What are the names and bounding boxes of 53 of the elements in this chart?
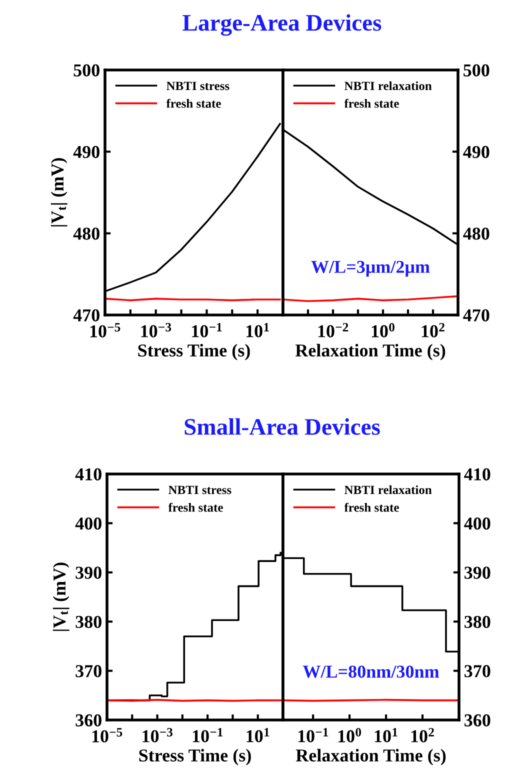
y-tick-label: 470 bbox=[73, 309, 100, 322]
y-axis-title: |V$_{t}$| (mV) bbox=[52, 562, 70, 631]
legend-label: fresh state bbox=[344, 98, 399, 108]
x-tick-label: 10$^{−3}$ bbox=[142, 728, 173, 742]
x-tick-label: 10$^{−5}$ bbox=[92, 728, 122, 742]
x-tick-label: 10$^{1}$ bbox=[246, 322, 269, 338]
x-tick-label: 10$^{0}$ bbox=[372, 322, 394, 338]
y-tick-label: 410 bbox=[75, 468, 102, 480]
x-tick-label: 10$^{−1}$ bbox=[192, 322, 222, 338]
x-tick-label: 10$^{2}$ bbox=[411, 728, 434, 742]
x-tick-label: 10$^{−3}$ bbox=[141, 322, 172, 338]
y2-tick-label: 400 bbox=[464, 517, 490, 530]
y2-tick-label: 380 bbox=[464, 616, 490, 628]
y2-tick-label: 360 bbox=[464, 714, 490, 726]
x-tick-label: 10$^{2}$ bbox=[422, 322, 444, 338]
x-axis-title: Stress Time (s) bbox=[139, 748, 251, 766]
y2-tick-label: 480 bbox=[463, 228, 490, 240]
legend-label: fresh state bbox=[168, 502, 223, 512]
x-tick-label: 10$^{−1}$ bbox=[298, 728, 328, 742]
annotation: W/L=80nm/30nm bbox=[302, 666, 440, 678]
x-axis-title: Relaxation Time (s) bbox=[296, 748, 446, 766]
x-tick-label: 10$^{−2}$ bbox=[318, 322, 348, 338]
x-axis-title: Stress Time (s) bbox=[138, 344, 250, 360]
y-tick-label: 400 bbox=[75, 517, 102, 530]
x-tick-label: 10$^{0}$ bbox=[338, 728, 362, 742]
legend-label: NBTI relaxation bbox=[344, 81, 432, 90]
y2-tick-label: 370 bbox=[464, 665, 490, 678]
y-tick-label: 490 bbox=[73, 146, 100, 158]
legend-label: NBTI stress bbox=[168, 486, 232, 494]
y-axis-title: |V$_{t}$| (mV) bbox=[50, 158, 68, 226]
y-tick-label: 480 bbox=[73, 228, 100, 240]
x-tick-label: 10$^{−5}$ bbox=[90, 323, 120, 338]
chart-title: Large-Area Devices bbox=[182, 14, 382, 36]
y2-tick-label: 470 bbox=[463, 309, 490, 322]
y2-tick-label: 500 bbox=[464, 64, 490, 76]
legend-label: fresh state bbox=[166, 98, 221, 108]
x-tick-label: 10$^{1}$ bbox=[246, 728, 270, 742]
y-tick-label: 380 bbox=[76, 616, 102, 628]
chart-title: Small-Area Devices bbox=[184, 418, 380, 435]
legend-label: NBTI stress bbox=[166, 82, 230, 90]
y2-tick-label: 410 bbox=[464, 468, 490, 480]
x-axis-title: Relaxation Time (s) bbox=[295, 344, 446, 360]
x-tick-label: 10$^{−1}$ bbox=[192, 728, 223, 742]
y-tick-label: 390 bbox=[76, 566, 102, 579]
annotation: W/L=3μm/2μm bbox=[311, 260, 430, 277]
y2-tick-label: 490 bbox=[463, 146, 490, 158]
legend-label: NBTI relaxation bbox=[344, 485, 432, 494]
x-tick-label: 10$^{1}$ bbox=[374, 728, 398, 742]
y-tick-label: 370 bbox=[76, 665, 102, 678]
legend-label: fresh state bbox=[344, 502, 399, 512]
y2-tick-label: 390 bbox=[464, 566, 490, 579]
y-tick-label: 500 bbox=[74, 64, 100, 76]
y-tick-label: 360 bbox=[76, 714, 102, 726]
